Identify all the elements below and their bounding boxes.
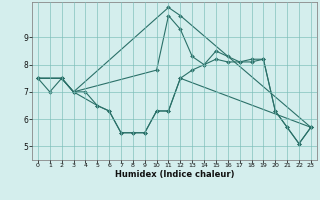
X-axis label: Humidex (Indice chaleur): Humidex (Indice chaleur) (115, 170, 234, 179)
